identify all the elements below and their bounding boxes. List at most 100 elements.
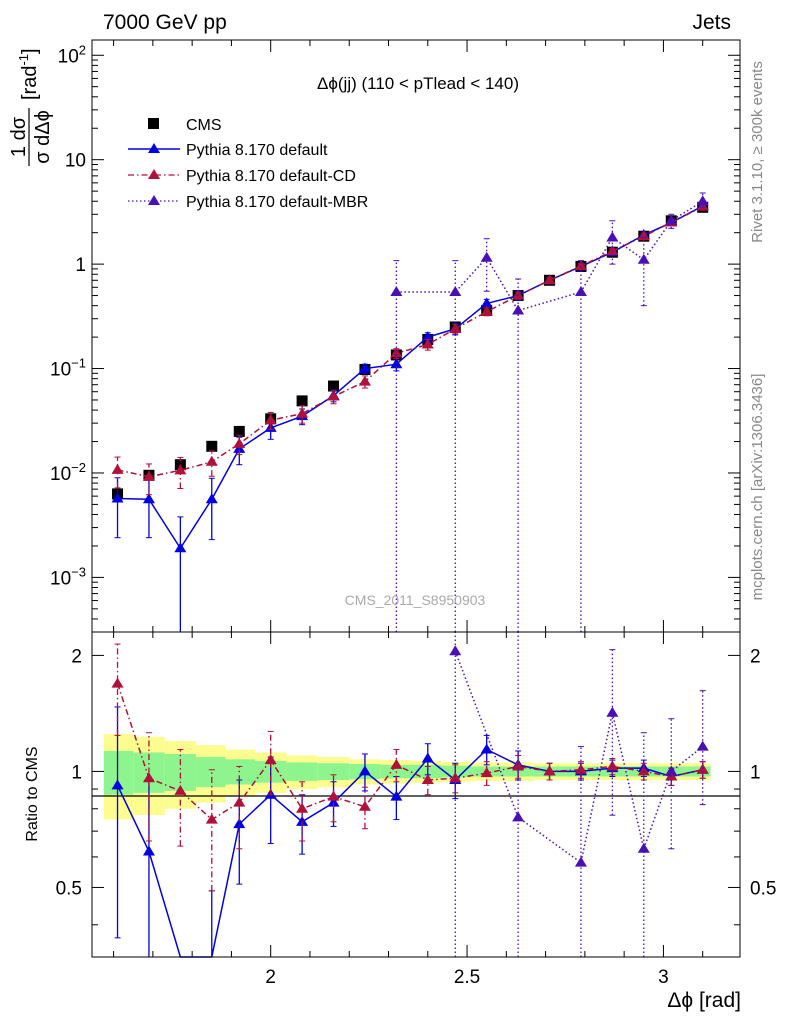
cd-data-point <box>421 338 434 349</box>
cd-ratio-point <box>233 796 246 807</box>
ratio-band-green <box>286 762 318 781</box>
cms-data-point <box>206 440 218 452</box>
main-y-tick-label: 102 <box>58 42 86 67</box>
cd-ratio-point <box>421 774 434 785</box>
cd-data-point <box>543 274 556 285</box>
cd-data-point <box>358 375 371 386</box>
cms-data-point <box>233 425 245 437</box>
cd-data-point <box>574 259 587 270</box>
mbr-ratio-line <box>454 650 704 864</box>
main-y-tick-base: 10 <box>65 151 86 172</box>
main-y-tick-base: 1 <box>75 255 86 276</box>
main-series-default <box>111 200 709 632</box>
main-series-cd <box>111 200 709 496</box>
x-axis-label: Δϕ [rad] <box>667 989 741 1012</box>
legend-label-default: Pythia 8.170 default <box>186 142 328 159</box>
main-y-tick-label: 1 <box>75 255 86 276</box>
ratio-y-tick-label-right: 2 <box>750 646 761 667</box>
main-y-tick-exponent: −3 <box>71 564 86 579</box>
ratio-band-green <box>196 756 226 788</box>
default-ratio-point <box>480 743 493 754</box>
ratio-band-green <box>225 759 255 785</box>
ratio-uncertainty-bands <box>103 734 711 820</box>
y-label-unit: [rad-1] <box>16 48 41 100</box>
default-ratio-line <box>116 748 703 958</box>
default-data-point <box>421 331 434 342</box>
default-data-point <box>174 542 187 553</box>
cd-data-point <box>205 455 218 466</box>
legend-entry-mbr: Pythia 8.170 default-MBR <box>128 194 368 211</box>
cd-data-point <box>264 414 277 425</box>
cd-ratio-point <box>390 758 403 769</box>
header-energy-label: 7000 GeV pp <box>103 11 227 34</box>
default-ratio-point <box>111 779 124 790</box>
cd-ratio-point <box>696 763 709 774</box>
main-y-tick-base: 10 <box>50 464 71 485</box>
cd-data-point <box>696 200 709 211</box>
default-ratio-point <box>358 765 371 776</box>
ratio-band-green <box>441 765 471 778</box>
default-ratio-point <box>142 845 155 856</box>
cd-ratio-point <box>358 800 371 811</box>
mbr-ratio-point <box>637 842 650 853</box>
ratio-y-tick-label-right: 0.5 <box>750 878 776 899</box>
cd-ratio-point <box>543 765 556 776</box>
cd-ratio-line <box>116 683 703 821</box>
ratio-y-tick-label-left: 1 <box>71 762 82 783</box>
ratio-y-tick-label-left: 2 <box>71 646 82 667</box>
ratio-plot-frame <box>91 631 741 958</box>
legend-entry-default: Pythia 8.170 default <box>128 142 328 159</box>
main-y-tick-label: 10−3 <box>50 564 86 589</box>
ratio-band-green <box>317 763 350 781</box>
main-y-tick-label: 10 <box>65 151 86 172</box>
cd-ratio-point <box>174 784 187 795</box>
main-series-cms <box>112 201 709 500</box>
cd-data-point <box>142 470 155 481</box>
cd-data-point <box>480 305 493 316</box>
mbr-data-point <box>665 214 678 225</box>
cms-data-point <box>328 380 340 392</box>
mbr-data-point <box>696 195 709 206</box>
mbr-ratio-point <box>574 856 587 867</box>
mbr-ratio-point <box>696 740 709 751</box>
x-tick-label: 3 <box>658 967 669 988</box>
main-y-tick-base: 10 <box>50 568 71 589</box>
rivet-version-label: Rivet 3.1.10, ≥ 300k events <box>749 61 766 243</box>
default-data-point <box>111 492 124 503</box>
cd-data-point <box>296 407 309 418</box>
main-y-axis-label: 1 dσ σ dΔϕ [rad-1] <box>8 48 54 166</box>
cd-data-point <box>606 245 619 256</box>
legend-marker-cd <box>148 169 160 179</box>
mbr-data-point <box>606 231 619 242</box>
analysis-watermark: CMS_2011_S8950903 <box>345 592 486 608</box>
x-tick-label: 2 <box>265 967 276 988</box>
legend-marker-cms <box>148 118 159 129</box>
cms-data-point <box>296 395 308 407</box>
y-label-fraction-denominator: σ dΔϕ <box>32 110 54 164</box>
main-y-tick-exponent: −1 <box>71 356 86 371</box>
cd-ratio-point <box>637 765 650 776</box>
legend-label-cd: Pythia 8.170 default-CD <box>186 168 356 185</box>
mbr-series-line <box>396 200 704 312</box>
mbr-data-point <box>390 286 403 297</box>
y-label-fraction-numerator: 1 dσ <box>8 116 30 157</box>
mbr-ratio-point <box>449 645 462 656</box>
mbr-ratio-point <box>606 706 619 717</box>
mbr-ratio-point <box>512 811 525 822</box>
mcplots-label: mcplots.cern.ch [arXiv:1306.3436] <box>749 374 766 601</box>
legend-label-cms: CMS <box>186 117 222 134</box>
cd-ratio-point <box>327 790 340 801</box>
cd-data-point <box>174 464 187 475</box>
main-y-tick-exponent: −2 <box>71 460 86 475</box>
default-data-point <box>358 362 371 373</box>
legend-entry-cms: CMS <box>148 117 222 134</box>
cd-ratio-point <box>142 772 155 783</box>
cd-data-point <box>233 437 246 448</box>
default-ratio-point <box>233 818 246 829</box>
cd-ratio-point <box>111 677 124 688</box>
default-data-point <box>205 493 218 504</box>
mbr-data-point <box>480 251 493 262</box>
cd-ratio-point <box>480 767 493 778</box>
